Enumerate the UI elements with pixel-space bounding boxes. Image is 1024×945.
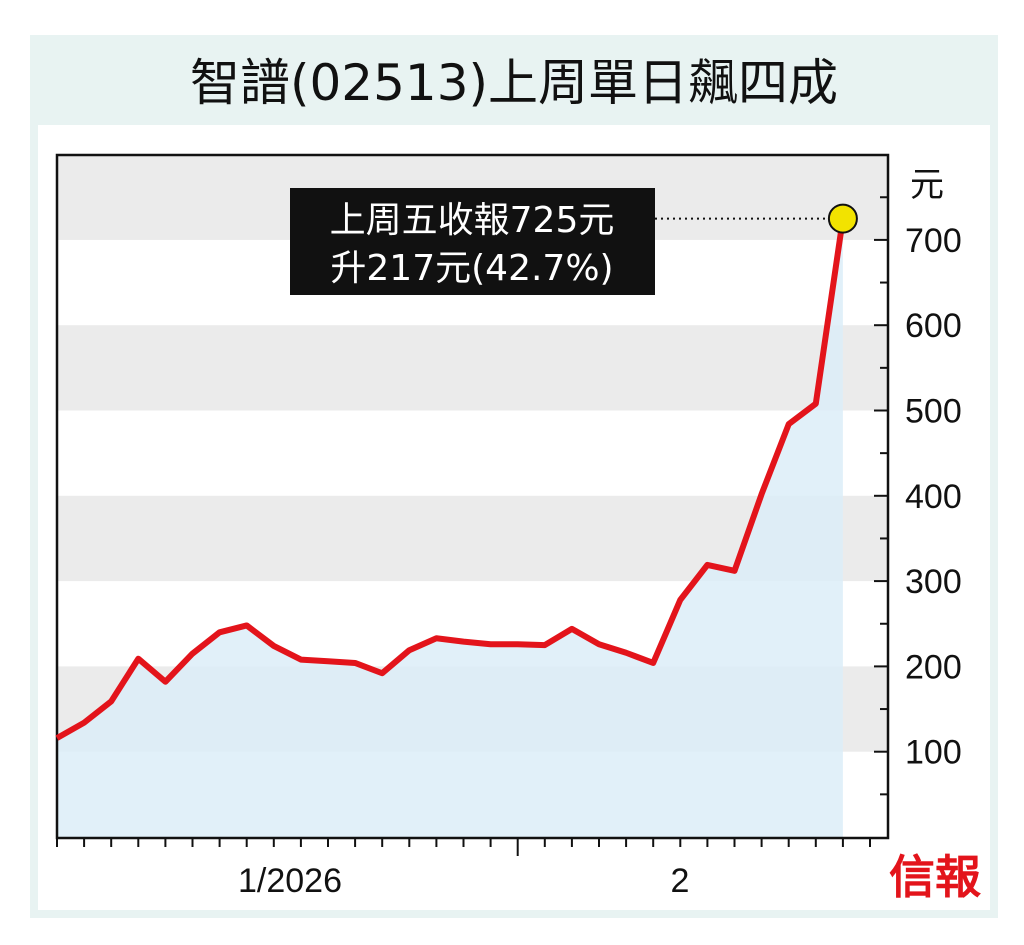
- y-tick-label: 600: [905, 307, 962, 345]
- x-tick-label: 1/2026: [238, 862, 342, 900]
- annotation-line1: 上周五收報725元: [330, 200, 615, 241]
- x-tick-label: 2: [671, 862, 690, 900]
- logo: 信報: [889, 850, 981, 904]
- y-axis: 100 200 300 400 500 600 700: [874, 196, 962, 796]
- area-fill: [57, 218, 843, 838]
- last-point-marker: [827, 203, 858, 234]
- grid-band: [57, 325, 888, 411]
- y-tick-label: 400: [905, 478, 962, 516]
- x-axis: 1/2026 2: [56, 838, 871, 900]
- y-unit-label: 元: [910, 166, 944, 204]
- annotation-box: 上周五收報725元 升217元(42.7%): [290, 188, 655, 295]
- y-tick-label: 100: [905, 734, 962, 772]
- y-tick-label: 500: [905, 393, 962, 431]
- chart-title: 智譜(02513)上周單日飆四成: [190, 54, 838, 112]
- y-tick-label: 200: [905, 648, 962, 686]
- y-tick-label: 300: [905, 563, 962, 601]
- price-line: [55, 218, 846, 741]
- y-tick-label: 700: [905, 222, 962, 260]
- annotation-line2: 升217元(42.7%): [330, 248, 613, 289]
